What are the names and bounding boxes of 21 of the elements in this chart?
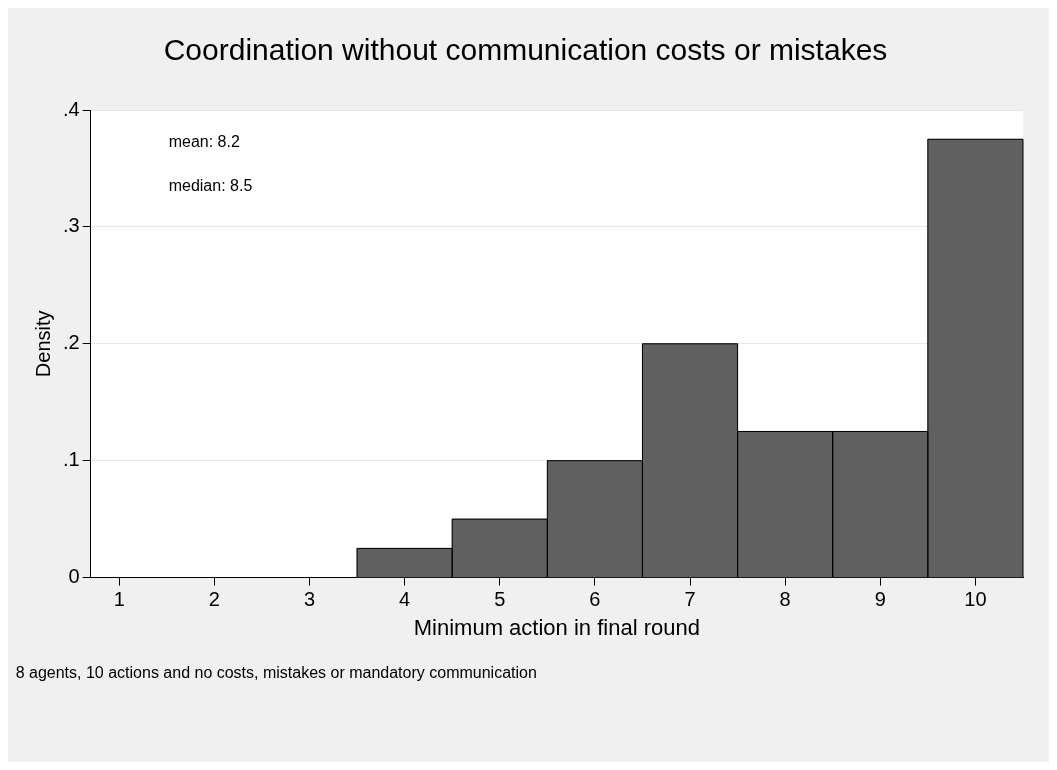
y-tick-label: .1: [62, 448, 80, 471]
text: 8 agents, 10 actions and no costs, mistakes or mandatory communication: [15, 664, 537, 682]
y-tick-label: 0: [68, 565, 80, 588]
x-axis-title: Minimum action in final round: [413, 614, 700, 640]
x-tick-label: 8: [779, 588, 791, 611]
y-tick-label: .2: [62, 331, 80, 354]
y-tick-label: .3: [62, 214, 80, 237]
x-tick-label: 5: [494, 588, 506, 611]
x-tick-label: 2: [208, 588, 220, 611]
x-tick-label: 10: [964, 588, 987, 611]
y-axis-title: Density: [31, 310, 54, 378]
x-tick-label: 4: [399, 588, 411, 611]
chart-title: Coordination without communication costs or mistakes: [163, 33, 888, 67]
annotation: mean: 8.2: [168, 133, 240, 151]
x-tick-label: 1: [113, 588, 125, 611]
x-tick-label: 3: [303, 588, 316, 611]
x-tick-label: 6: [589, 588, 601, 611]
annotation: median: 8.5: [168, 177, 253, 195]
x-tick-label: 7: [684, 588, 696, 611]
x-tick-label: 9: [874, 588, 886, 611]
y-tick-label: .4: [62, 97, 80, 120]
